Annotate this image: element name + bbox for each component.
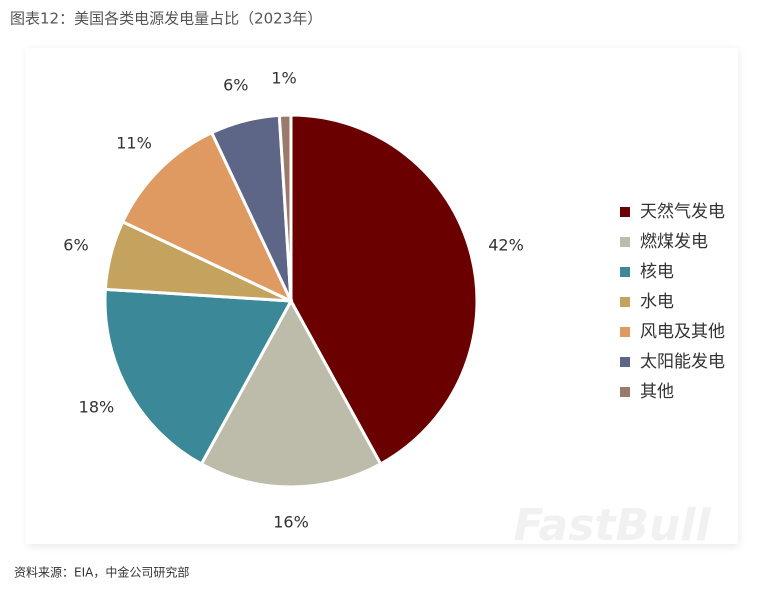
legend-swatch [620,237,630,247]
data-label: 42% [488,235,524,254]
pie-slice [103,287,294,467]
legend-label: 水电 [640,292,674,312]
data-label: 1% [271,69,296,88]
legend-swatch [620,327,630,337]
legend-label: 太阳能发电 [640,352,725,372]
legend-swatch [620,387,630,397]
pie: 42% 16% 18% 6% 11% 6% 1% [63,69,524,532]
watermark: FastBull [514,500,712,551]
legend-swatch [620,207,630,217]
legend-swatch [620,267,630,277]
data-label: 6% [63,235,88,254]
data-label: 16% [273,513,309,532]
legend-label: 天然气发电 [640,202,725,222]
legend-label: 核电 [640,262,674,282]
legend-label: 燃煤发电 [640,232,708,252]
pie-slice [277,113,293,302]
legend-swatch [620,297,630,307]
legend-swatch [620,357,630,367]
source-note: 资料来源：EIA，中金公司研究部 [14,565,189,580]
legend-label: 其他 [640,382,674,402]
pie-slice [289,113,479,467]
data-label: 18% [79,397,115,416]
data-label: 11% [116,134,152,153]
chart-title: 图表12：美国各类电源发电量占比（2023年） [10,10,322,28]
pie-slice [120,130,295,305]
legend-label: 风电及其他 [640,322,725,342]
pie-slice [199,297,383,489]
data-label: 6% [223,75,248,94]
